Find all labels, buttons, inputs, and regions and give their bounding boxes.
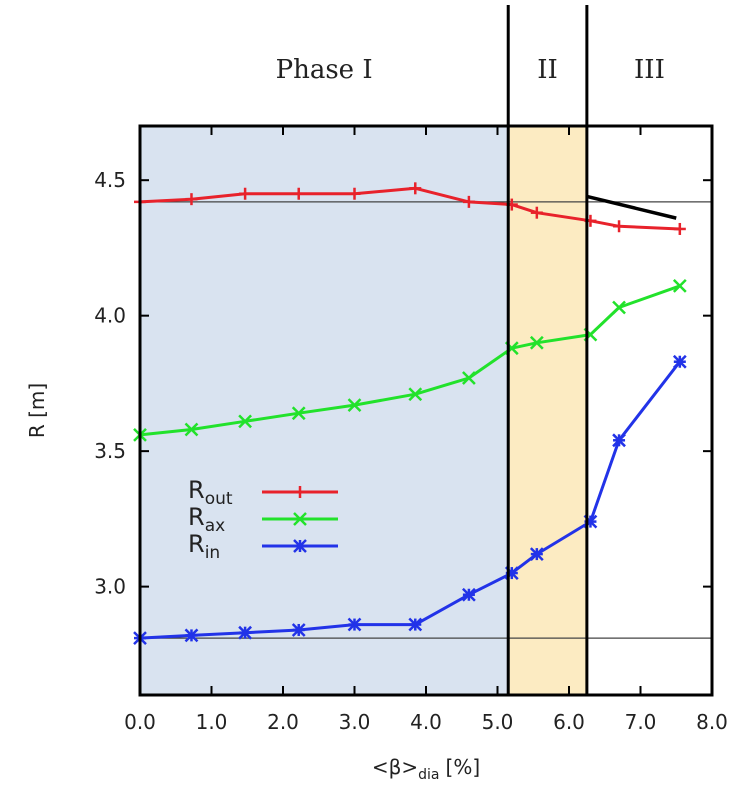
data-point-r-out xyxy=(613,220,626,233)
legend-label-r-ax: Rax xyxy=(188,503,225,536)
phase-label: II xyxy=(537,55,558,85)
legend-label-r-in: Rin xyxy=(188,530,220,563)
data-point-r-in xyxy=(529,547,544,561)
data-point-r-in xyxy=(347,617,362,632)
y-tick-label: 4.5 xyxy=(94,168,126,192)
data-point-r-out xyxy=(530,206,543,219)
phase-boundaries xyxy=(506,5,589,695)
axis-ticks: 0.0 1.0 2.0 3.0 4.0 5.0 6.0 7.0 8.0 3.0 3.5 4.0 4.5 xyxy=(94,126,728,734)
phase-label: Phase I xyxy=(276,55,373,85)
x-tick-label: 7.0 xyxy=(625,710,657,734)
data-point-r-in xyxy=(672,354,687,369)
legend-label-r-out: Rout xyxy=(188,476,233,509)
x-tick-label: 5.0 xyxy=(482,710,514,734)
x-tick-label: 8.0 xyxy=(696,710,728,734)
data-point-r-out xyxy=(409,182,422,195)
legend-marker-r-ax xyxy=(293,512,307,526)
data-point-r-in xyxy=(291,623,306,637)
x-tick-label: 0.0 xyxy=(124,710,156,734)
phase-backgrounds xyxy=(140,126,712,695)
data-point-r-ax xyxy=(462,371,476,385)
data-point-r-out xyxy=(292,187,305,200)
data-point-r-out xyxy=(239,187,252,200)
data-point-r-in xyxy=(408,617,423,632)
x-axis-label-main: <β> xyxy=(372,755,418,779)
data-point-r-out xyxy=(348,187,361,200)
reference-lines xyxy=(140,201,712,639)
data-point-r-ax xyxy=(347,398,362,412)
data-point-r-out xyxy=(185,193,198,206)
x-tick-label: 3.0 xyxy=(339,710,371,734)
phase-background-2 xyxy=(508,126,587,695)
data-point-r-in xyxy=(238,625,252,640)
y-tick-label: 4.0 xyxy=(94,304,126,328)
data-point-r-ax xyxy=(291,406,306,421)
data-point-r-ax xyxy=(184,422,199,437)
data-point-r-out xyxy=(462,195,475,208)
y-tick-label: 3.0 xyxy=(94,575,126,599)
data-point-r-ax xyxy=(612,300,626,315)
data-point-r-ax xyxy=(672,278,687,293)
phase-background-3 xyxy=(586,126,712,695)
data-point-r-out xyxy=(673,222,686,235)
x-axis-label: <β>dia [%] xyxy=(372,755,480,783)
data-point-r-in xyxy=(184,628,199,643)
y-axis-label: R [m] xyxy=(25,383,49,438)
data-series xyxy=(133,182,687,645)
x-tick-label: 4.0 xyxy=(410,710,442,734)
data-point-r-ax xyxy=(529,335,544,350)
data-point-r-in xyxy=(612,433,626,448)
legend-marker-r-out xyxy=(294,486,306,498)
x-axis-label-sub: dia xyxy=(418,767,439,783)
x-tick-label: 1.0 xyxy=(196,710,228,734)
data-point-r-ax xyxy=(408,387,423,402)
series-line-r-in xyxy=(139,360,681,640)
data-point-r-ax xyxy=(238,414,252,429)
phase-labels: Phase I II III xyxy=(276,55,665,85)
x-axis-label-unit: [%] xyxy=(446,755,481,779)
phase-label: III xyxy=(634,55,665,85)
trend-segment xyxy=(586,194,677,220)
data-point-r-in xyxy=(462,587,476,602)
legend-marker-r-in xyxy=(293,539,307,553)
x-tick-label: 2.0 xyxy=(267,710,299,734)
x-tick-label: 6.0 xyxy=(553,710,585,734)
y-tick-label: 3.5 xyxy=(94,439,126,463)
